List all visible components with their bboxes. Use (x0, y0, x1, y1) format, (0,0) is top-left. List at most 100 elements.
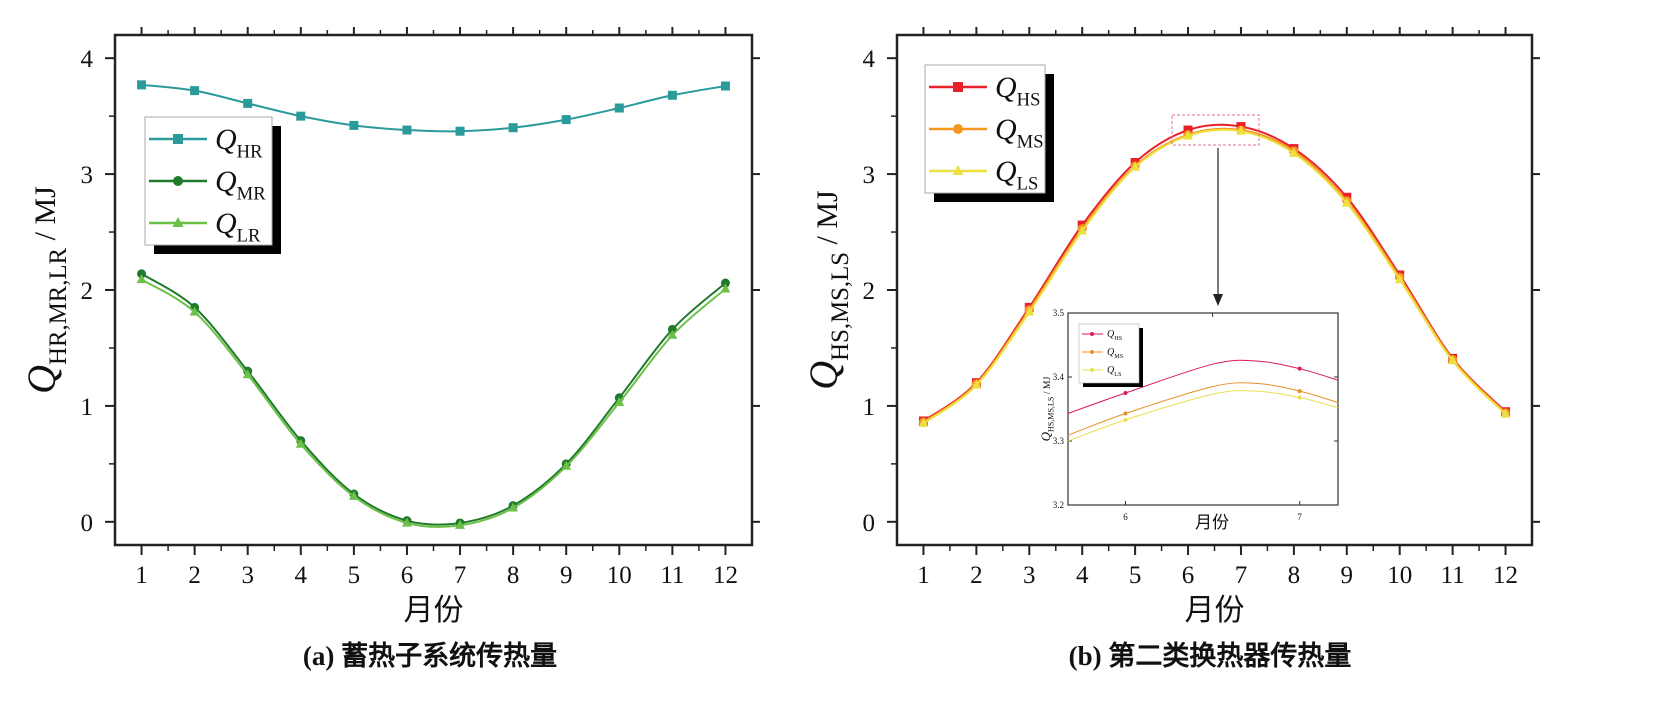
y-tick-label: 3 (81, 162, 94, 189)
q-symbol: Q (19, 365, 64, 394)
data-point-triangle (189, 306, 200, 316)
data-point-square (455, 126, 465, 136)
series-line (141, 278, 727, 528)
data-point-triangle (1236, 125, 1246, 135)
data-point-square (190, 86, 200, 96)
subscript: HS,MS,LS (827, 252, 854, 361)
x-tick-label: 9 (1341, 562, 1354, 589)
x-tick-label: 2 (188, 562, 201, 589)
y-tick-label: 0 (81, 510, 94, 537)
y-tick-label: 2 (863, 278, 876, 305)
legend-item-mr: QMR (149, 165, 266, 204)
unit: / MJ (29, 186, 62, 248)
x-tick-label: 12 (1493, 562, 1518, 589)
legend-label: QHS (995, 71, 1040, 110)
legend-label: QMR (215, 165, 266, 204)
x-tick-label: 10 (607, 562, 632, 589)
subscript: MR (237, 183, 267, 204)
inset-legend-marker (1090, 350, 1094, 354)
series-mr (137, 269, 730, 528)
data-point-triangle (971, 379, 982, 389)
x-tick-label: 4 (295, 562, 308, 589)
data-point-triangle (667, 329, 678, 339)
legend-marker-circle (173, 176, 183, 186)
series-line (922, 123, 1507, 422)
unit: / MJ (811, 190, 844, 252)
legend-item-hr: QHR (149, 123, 263, 162)
x-tick-label: 11 (660, 562, 684, 589)
legend-marker-circle (953, 124, 963, 134)
data-point-square (720, 81, 730, 91)
subscript: LR (237, 225, 261, 246)
y-tick-label: 1 (81, 394, 94, 421)
inset-legend-label: QHS (1107, 329, 1123, 342)
data-point-square (296, 111, 306, 121)
y-tick-label: 3 (863, 162, 876, 189)
legend-item-ms: QMS (929, 113, 1044, 152)
series-lr (136, 274, 731, 529)
q-symbol: Q (215, 123, 237, 156)
y-tick-label: 4 (81, 46, 94, 73)
data-point-triangle (1130, 161, 1141, 171)
inset-data-point (1297, 395, 1302, 400)
unit: / MJ (1042, 376, 1053, 396)
x-tick-label: 2 (970, 562, 983, 589)
inset-data-point (1297, 366, 1302, 371)
x-tick-label: 11 (1441, 562, 1465, 589)
subscript: LS (1114, 371, 1122, 378)
data-point-circle (720, 278, 730, 288)
data-point-triangle (402, 517, 412, 527)
q-symbol: Q (995, 113, 1017, 146)
y-tick-label: 2 (81, 278, 94, 305)
data-point-triangle (348, 490, 359, 500)
q-symbol: Q (215, 207, 237, 240)
legend-marker-triangle (172, 217, 184, 227)
inset-x-axis-label: 月份 (1195, 513, 1229, 532)
q-symbol: Q (1107, 329, 1115, 340)
data-point-square (402, 125, 412, 135)
subscript: MS (1017, 131, 1044, 152)
data-point-triangle (1394, 274, 1405, 284)
data-point-triangle (614, 397, 625, 407)
data-point-triangle (720, 283, 731, 293)
data-point-triangle (561, 460, 572, 470)
x-tick-label: 3 (1023, 562, 1036, 589)
arrow-down-icon (1213, 294, 1223, 306)
y-tick-label: 0 (863, 510, 876, 537)
zoom-region-box (1171, 114, 1260, 146)
inset-x-tick-label: 6 (1123, 512, 1128, 522)
x-axis-label: 月份 (404, 594, 464, 627)
caption-a: (a) 蓄热子系统传热量 (303, 640, 557, 671)
x-tick-label: 6 (401, 562, 414, 589)
legend-label: QLS (995, 155, 1038, 194)
x-tick-label: 12 (713, 562, 738, 589)
inset-data-point (1297, 389, 1302, 394)
inset-y-tick-label: 3.3 (1053, 436, 1065, 446)
legend-item-ls: QLS (929, 155, 1038, 194)
series-line (922, 128, 1507, 425)
data-point-triangle (242, 369, 253, 379)
data-point-triangle (455, 519, 465, 529)
legend-label: QMS (995, 113, 1044, 152)
inset-y-tick-label: 3.5 (1053, 308, 1065, 318)
data-point-square (137, 80, 147, 90)
x-tick-label: 10 (1387, 562, 1412, 589)
subscript: MS (1114, 353, 1124, 360)
data-point-triangle (1183, 130, 1193, 140)
data-point-square (349, 120, 359, 130)
plot-frame (113, 33, 754, 547)
x-tick-label: 1 (135, 562, 148, 589)
series-ls (918, 125, 1511, 427)
data-point-triangle (1447, 355, 1458, 365)
data-point-square (1183, 125, 1193, 135)
x-tick-label: 8 (507, 562, 520, 589)
x-tick-label: 6 (1182, 562, 1195, 589)
inset-data-point (1123, 411, 1128, 416)
x-tick-label: 1 (917, 562, 930, 589)
q-symbol: Q (995, 71, 1017, 104)
legend-item-hs: QHS (929, 71, 1040, 110)
x-tick-label: 8 (1288, 562, 1301, 589)
legend-marker-square (173, 134, 183, 144)
